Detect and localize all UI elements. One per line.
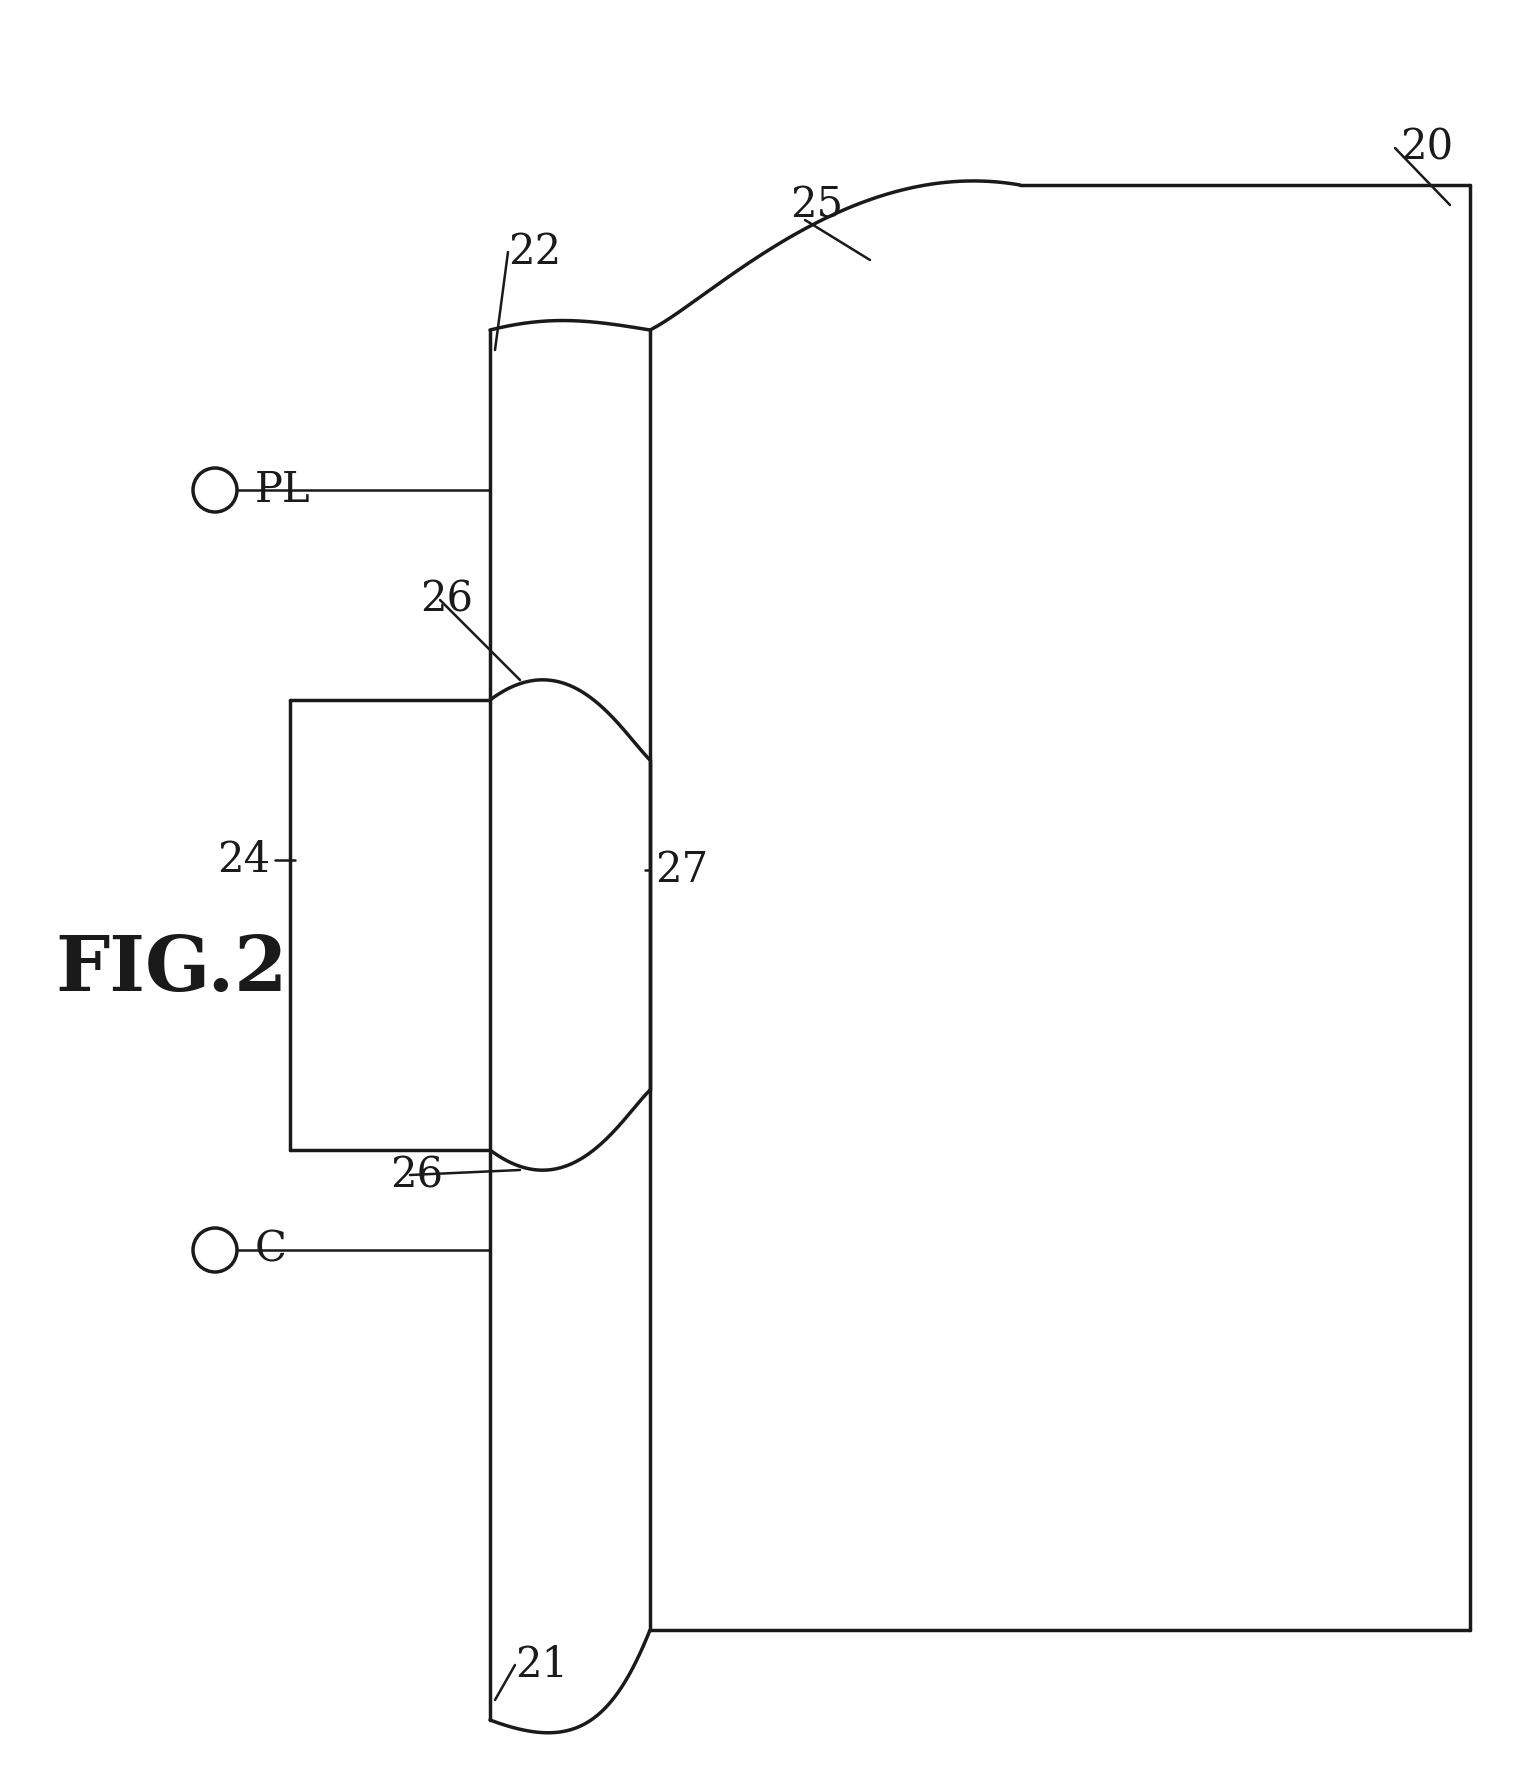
- Text: 27: 27: [656, 849, 708, 890]
- Text: 21: 21: [515, 1644, 568, 1685]
- Text: 25: 25: [791, 184, 843, 226]
- Text: 26: 26: [391, 1153, 443, 1196]
- Text: FIG.2: FIG.2: [55, 933, 288, 1007]
- Text: 20: 20: [1400, 127, 1454, 168]
- Text: 26: 26: [420, 578, 473, 621]
- Text: 22: 22: [509, 231, 561, 272]
- Text: 24: 24: [218, 838, 270, 881]
- Text: C: C: [254, 1229, 286, 1272]
- Text: PL: PL: [254, 469, 311, 510]
